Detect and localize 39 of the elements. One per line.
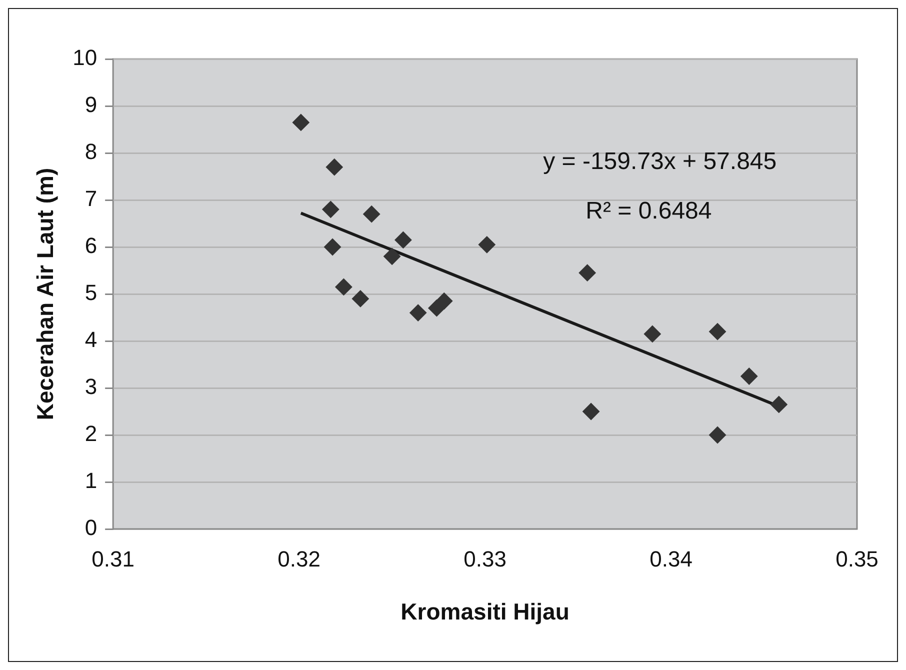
point (582, 403, 600, 420)
point (363, 206, 380, 223)
y-tick-label: 7 (84, 186, 98, 212)
x-tick-label: 0.31 (92, 546, 134, 572)
y-tick-label: 9 (84, 92, 98, 118)
point (352, 290, 369, 308)
point (770, 396, 788, 413)
y-tick-label: 6 (84, 233, 98, 258)
y-tick-label: 10 (72, 45, 98, 70)
point (436, 292, 453, 310)
point (292, 114, 310, 131)
x-tick-label: 0.32 (278, 546, 320, 572)
point (394, 231, 412, 248)
point (322, 200, 340, 218)
point (644, 325, 661, 342)
x-tick-label: 0.34 (650, 546, 692, 572)
point (709, 323, 726, 340)
y-tick-label: 0 (84, 515, 98, 540)
y-tick-label: 3 (84, 374, 98, 400)
y-tick-label: 8 (84, 139, 98, 164)
x-axis-title: Kromasiti Hijau (400, 598, 570, 625)
point (326, 158, 343, 176)
point (709, 426, 726, 444)
point (410, 304, 427, 322)
point (335, 278, 352, 296)
y-tick-label: 5 (84, 280, 98, 306)
point (384, 248, 401, 265)
y-tick-label: 4 (84, 327, 98, 352)
point (478, 236, 496, 254)
y-tick-label: 1 (84, 468, 98, 494)
point (740, 368, 758, 385)
annotation: y = -159.73x + 57.845 (543, 148, 777, 176)
y-axis-title: Kecerahan Air Laut (m) (32, 168, 58, 420)
x-tick-label: 0.33 (464, 546, 506, 572)
annotation: R² = 0.6484 (586, 197, 712, 224)
y-tick-label: 2 (84, 421, 98, 446)
point (324, 238, 342, 256)
point (578, 264, 596, 282)
x-tick-label: 0.35 (836, 546, 878, 572)
